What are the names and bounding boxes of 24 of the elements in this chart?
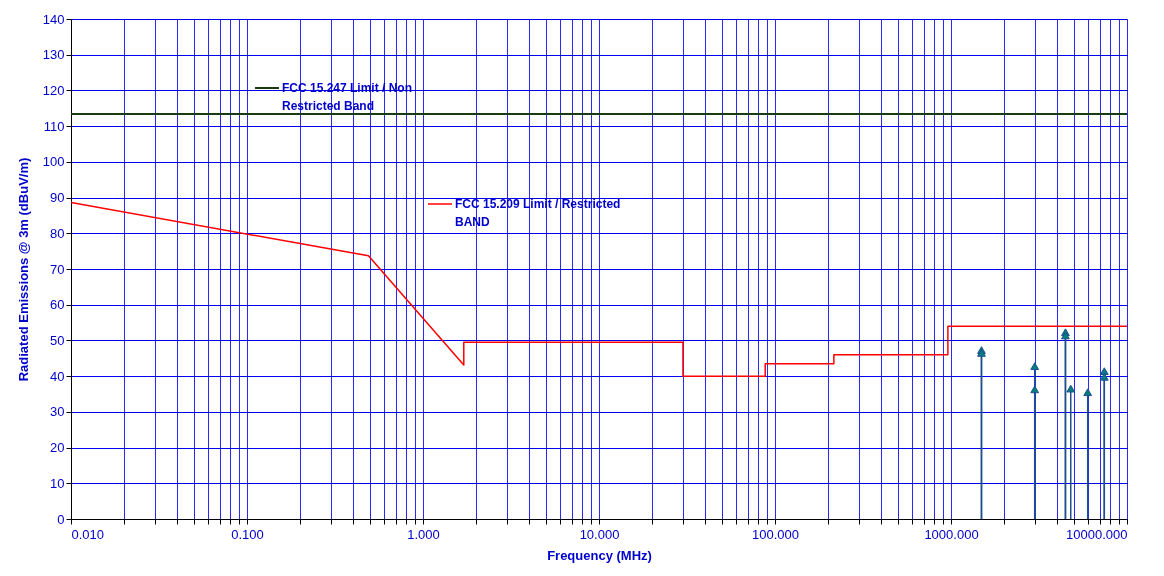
y-tick-label: 60 bbox=[50, 297, 65, 313]
x-tick-label: 10000.000 bbox=[1066, 526, 1128, 542]
x-tick-label: 1000.000 bbox=[924, 526, 979, 542]
y-tick-label: 50 bbox=[50, 332, 65, 348]
y-tick-label: 110 bbox=[43, 118, 65, 134]
x-tick-label: 10.000 bbox=[579, 526, 620, 542]
y-tick-label: 100 bbox=[42, 154, 65, 170]
y-tick-label: 10 bbox=[50, 475, 65, 491]
x-tick-label: 1.000 bbox=[407, 526, 440, 542]
y-tick-label: 70 bbox=[50, 261, 65, 277]
y-tick-label: 30 bbox=[50, 404, 65, 420]
y-tick-label: 90 bbox=[50, 190, 65, 206]
x-tick-label: 100.000 bbox=[752, 526, 799, 542]
y-tick-label: 0 bbox=[57, 511, 65, 527]
y-axis-title: Radiated Emissions @ 3m (dBuV/m) bbox=[15, 157, 31, 382]
y-tick-label: 20 bbox=[50, 440, 65, 456]
y-tick-label: 80 bbox=[50, 225, 65, 241]
y-tick-label: 120 bbox=[42, 82, 65, 98]
x-tick-label: 0.100 bbox=[231, 526, 264, 542]
x-tick-label: 0.010 bbox=[71, 526, 105, 542]
x-axis-title: Frequency (MHz) bbox=[547, 547, 652, 563]
y-tick-label: 40 bbox=[50, 368, 65, 384]
y-tick-label: 130 bbox=[42, 47, 65, 63]
y-tick-label: 140 bbox=[42, 11, 65, 27]
